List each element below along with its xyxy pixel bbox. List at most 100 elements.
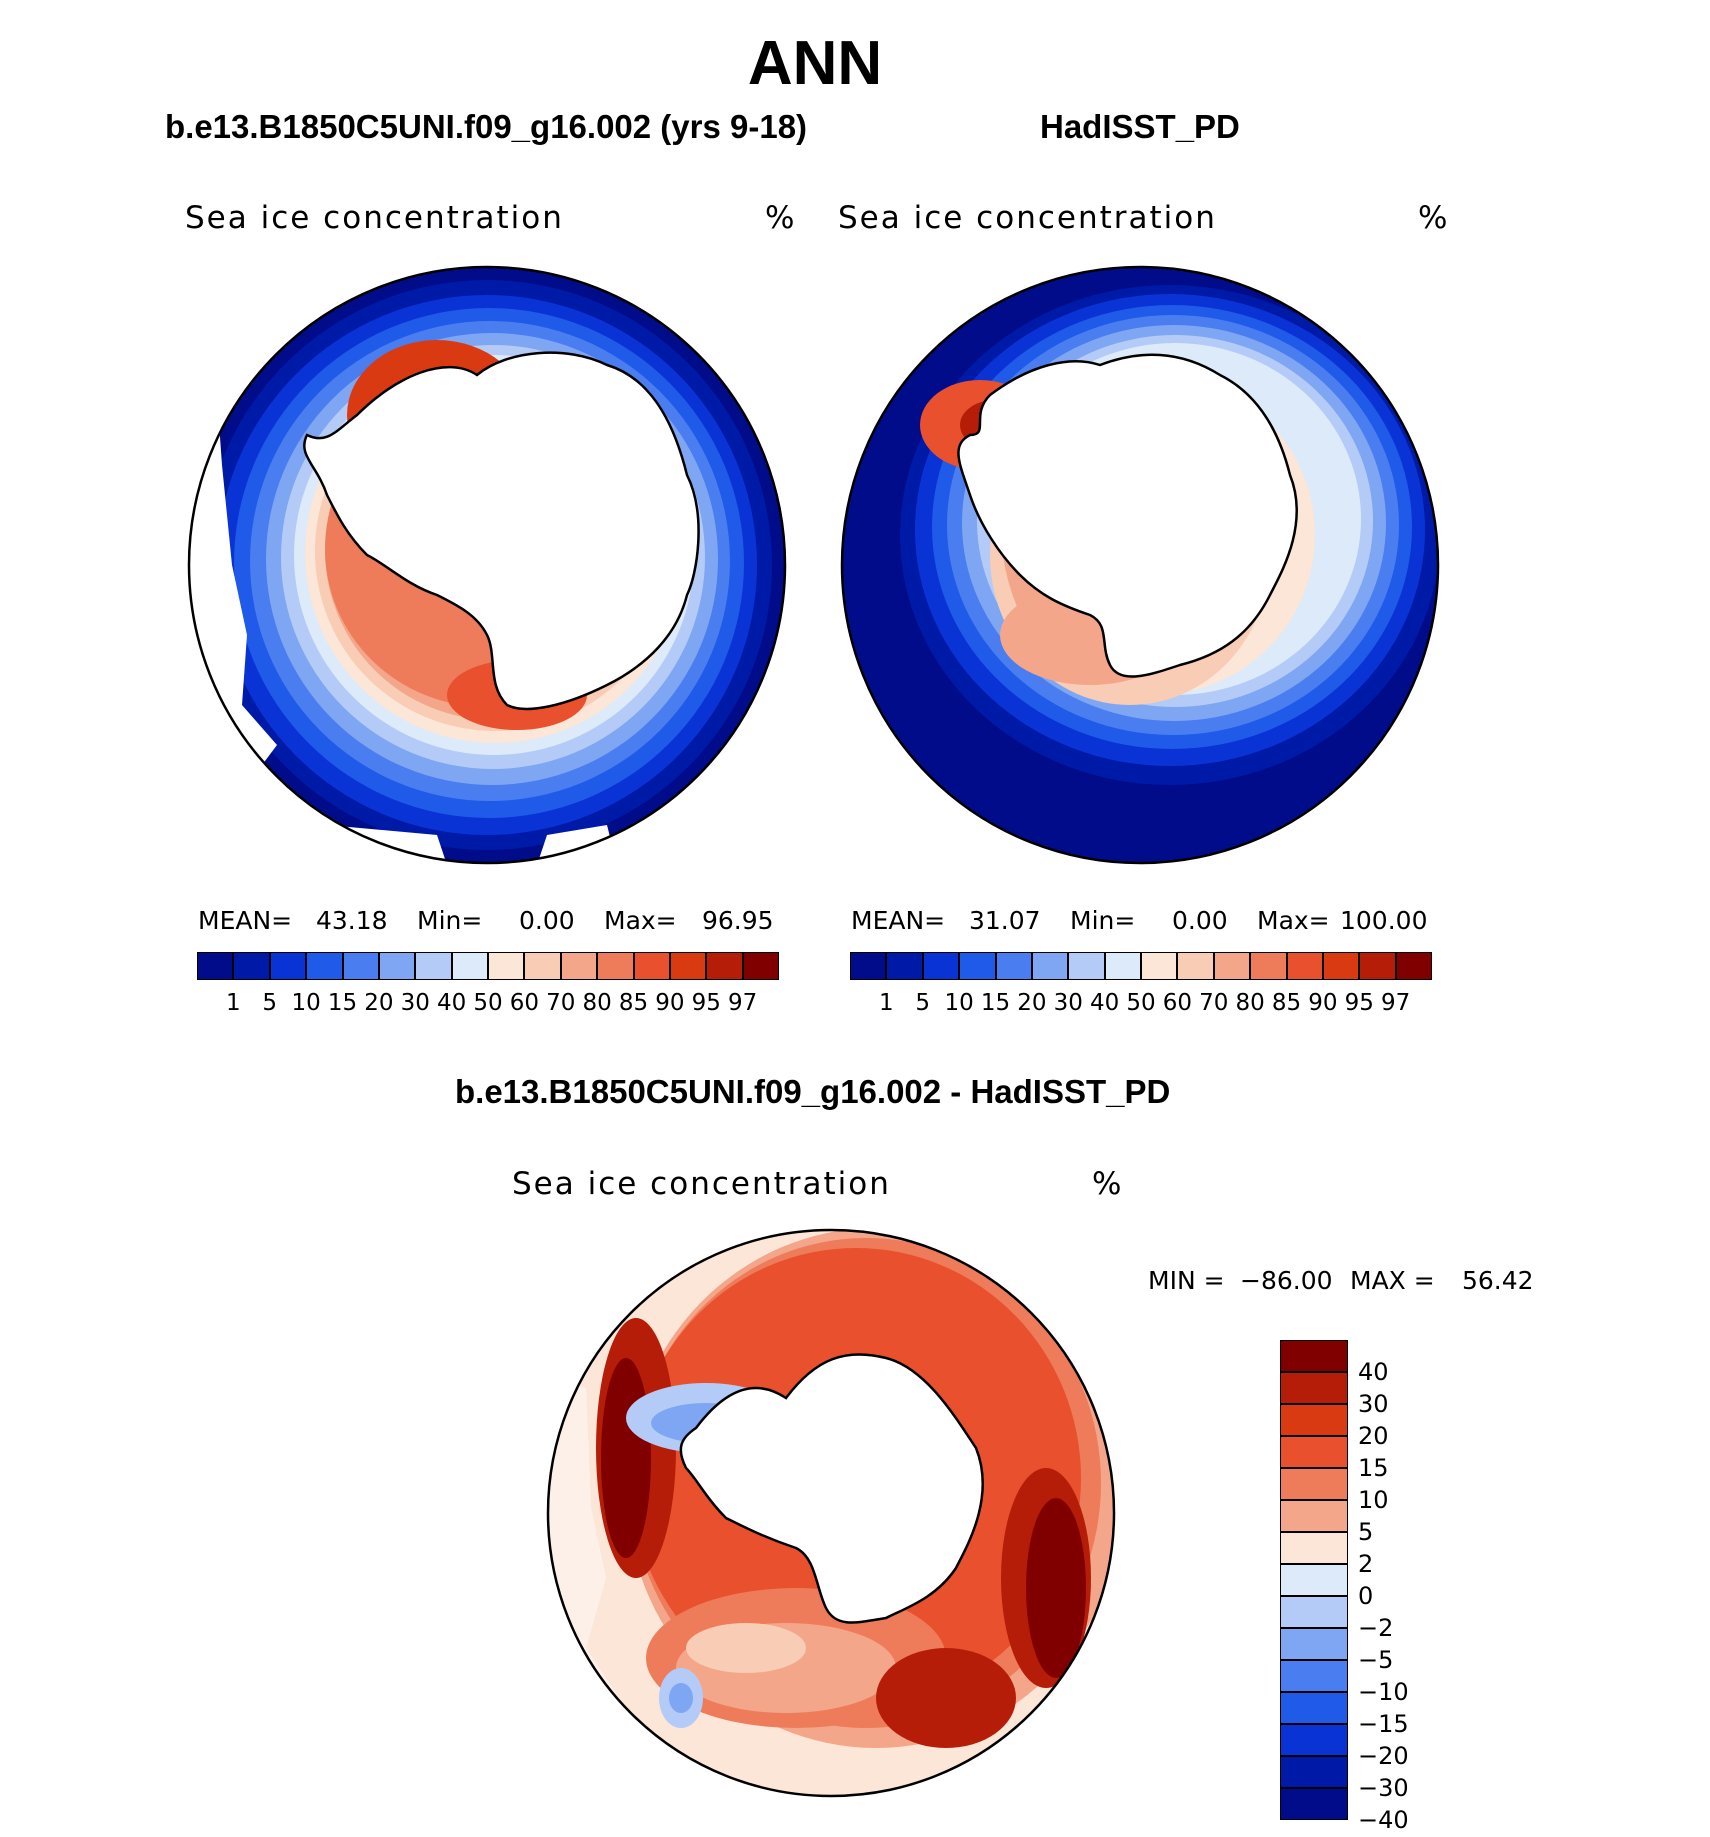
colorbar-swatch <box>488 952 525 980</box>
model-min-label: Min= <box>417 906 483 935</box>
colorbar-tick-label: −5 <box>1358 1646 1394 1674</box>
colorbar-swatch <box>378 952 416 980</box>
colorbar-swatch <box>1104 952 1141 980</box>
diff-units: % <box>1092 1166 1124 1202</box>
colorbar-tick-label: 95 <box>691 990 721 1016</box>
colorbar-swatch <box>1280 1340 1348 1372</box>
colorbar-tick-label: 80 <box>582 990 612 1016</box>
colorbar-tick-label: 80 <box>1235 990 1265 1016</box>
diff-field-label: Sea ice concentration <box>512 1166 891 1202</box>
model-colorbar-ticks: 1 5 10 15 20 30 40 50 60 70 80 85 90 95 97 <box>197 990 779 1020</box>
diff-max-label: MAX = <box>1350 1266 1435 1295</box>
colorbar-swatch <box>560 952 598 980</box>
colorbar-swatch <box>524 952 561 980</box>
colorbar-swatch <box>342 952 379 980</box>
model-mean-value: 43.18 <box>316 906 388 935</box>
colorbar-tick-label: −15 <box>1358 1710 1409 1738</box>
colorbar-tick-label: 15 <box>1358 1454 1389 1482</box>
diff-polar-map <box>546 1228 1116 1798</box>
colorbar-swatch <box>959 952 996 980</box>
colorbar-tick-label: −2 <box>1358 1614 1394 1642</box>
model-units: % <box>765 200 797 236</box>
obs-antarctica-coastline <box>957 353 1298 678</box>
colorbar-tick-label: 70 <box>1199 990 1229 1016</box>
colorbar-swatch <box>1280 1660 1348 1692</box>
colorbar-swatch <box>197 952 234 980</box>
colorbar-tick-label: 1 <box>879 990 894 1016</box>
model-field-label: Sea ice concentration <box>185 200 564 236</box>
colorbar-tick-label: 0 <box>1358 1582 1374 1610</box>
colorbar-tick-label: 40 <box>1358 1358 1389 1386</box>
colorbar-swatch <box>1280 1468 1348 1500</box>
obs-colorbar-ticks: 1 5 10 15 20 30 40 50 60 70 80 85 90 95 97 <box>850 990 1432 1020</box>
colorbar-tick-label: 1 <box>226 990 241 1016</box>
model-min-value: 0.00 <box>519 906 575 935</box>
colorbar-swatch <box>1280 1532 1348 1564</box>
colorbar-tick-label: 5 <box>262 990 278 1016</box>
colorbar-tick-label: 20 <box>364 990 394 1016</box>
colorbar-tick-label: 30 <box>1053 990 1083 1016</box>
diff-min-value: −86.00 <box>1240 1266 1333 1295</box>
colorbar-tick-label: 70 <box>546 990 576 1016</box>
model-polar-map <box>187 265 787 865</box>
colorbar-swatch <box>1280 1596 1348 1628</box>
colorbar-swatch <box>1280 1436 1348 1468</box>
obs-units: % <box>1418 200 1450 236</box>
colorbar-tick-label: 2 <box>1358 1550 1374 1578</box>
colorbar-tick-label: 95 <box>1344 990 1374 1016</box>
colorbar-swatch <box>706 952 743 980</box>
colorbar-swatch <box>1031 952 1069 980</box>
colorbar-tick-label: 30 <box>1358 1390 1389 1418</box>
colorbar-tick-label: 85 <box>1271 990 1302 1016</box>
obs-min-label: Min= <box>1070 906 1136 935</box>
colorbar-swatch <box>1177 952 1214 980</box>
colorbar-tick-label: −20 <box>1358 1742 1409 1770</box>
colorbar-tick-label: −40 <box>1358 1806 1409 1834</box>
model-max-value: 96.95 <box>702 906 774 935</box>
obs-polar-map <box>840 265 1440 865</box>
colorbar-swatch <box>1280 1628 1348 1660</box>
colorbar-swatch <box>1280 1404 1348 1436</box>
model-mean-label: MEAN= <box>198 906 293 935</box>
colorbar-swatch <box>1280 1564 1348 1596</box>
colorbar-swatch <box>597 952 634 980</box>
colorbar-tick-label: 10 <box>291 990 321 1016</box>
colorbar-swatch <box>995 952 1032 980</box>
colorbar-swatch <box>850 952 887 980</box>
colorbar-tick-label: 20 <box>1358 1422 1389 1450</box>
colorbar-swatch <box>1141 952 1178 980</box>
colorbar-tick-label: −30 <box>1358 1774 1409 1802</box>
diff-colorbar <box>1280 1340 1348 1820</box>
colorbar-swatch <box>1068 952 1105 980</box>
colorbar-tick-label: 30 <box>400 990 430 1016</box>
colorbar-swatch <box>633 952 670 980</box>
colorbar-tick-label: 97 <box>1380 990 1411 1016</box>
colorbar-swatch <box>451 952 488 980</box>
colorbar-swatch <box>1280 1372 1348 1404</box>
colorbar-tick-label: 50 <box>1126 990 1156 1016</box>
colorbar-tick-label: 90 <box>1308 990 1338 1016</box>
colorbar-tick-label: 90 <box>655 990 685 1016</box>
colorbar-swatch <box>1322 952 1360 980</box>
colorbar-swatch <box>886 952 923 980</box>
diff-max-value: 56.42 <box>1462 1266 1534 1295</box>
colorbar-swatch <box>306 952 343 980</box>
colorbar-tick-label: 40 <box>1089 990 1120 1016</box>
colorbar-swatch <box>1280 1756 1348 1788</box>
obs-colorbar <box>850 952 1432 980</box>
model-case-title: b.e13.B1850C5UNI.f09_g16.002 (yrs 9-18) <box>165 108 808 145</box>
obs-case-title: HadISST_PD <box>1040 108 1240 145</box>
colorbar-swatch <box>415 952 452 980</box>
obs-field-label: Sea ice concentration <box>838 200 1217 236</box>
colorbar-tick-label: 10 <box>944 990 974 1016</box>
colorbar-tick-label: 10 <box>1358 1486 1389 1514</box>
diff-colorbar-ticks: 40 30 20 15 10 5 2 0 −2 −5 −10 −15 −20 −30 −40 <box>1358 1340 1438 1834</box>
figure-title: ANN <box>747 29 883 98</box>
obs-max-label: Max= <box>1257 906 1330 935</box>
colorbar-swatch <box>233 952 270 980</box>
colorbar-tick-label: 60 <box>1162 990 1193 1016</box>
colorbar-tick-label: 5 <box>915 990 931 1016</box>
colorbar-swatch <box>269 952 307 980</box>
colorbar-tick-label: 97 <box>727 990 758 1016</box>
colorbar-swatch <box>1213 952 1251 980</box>
